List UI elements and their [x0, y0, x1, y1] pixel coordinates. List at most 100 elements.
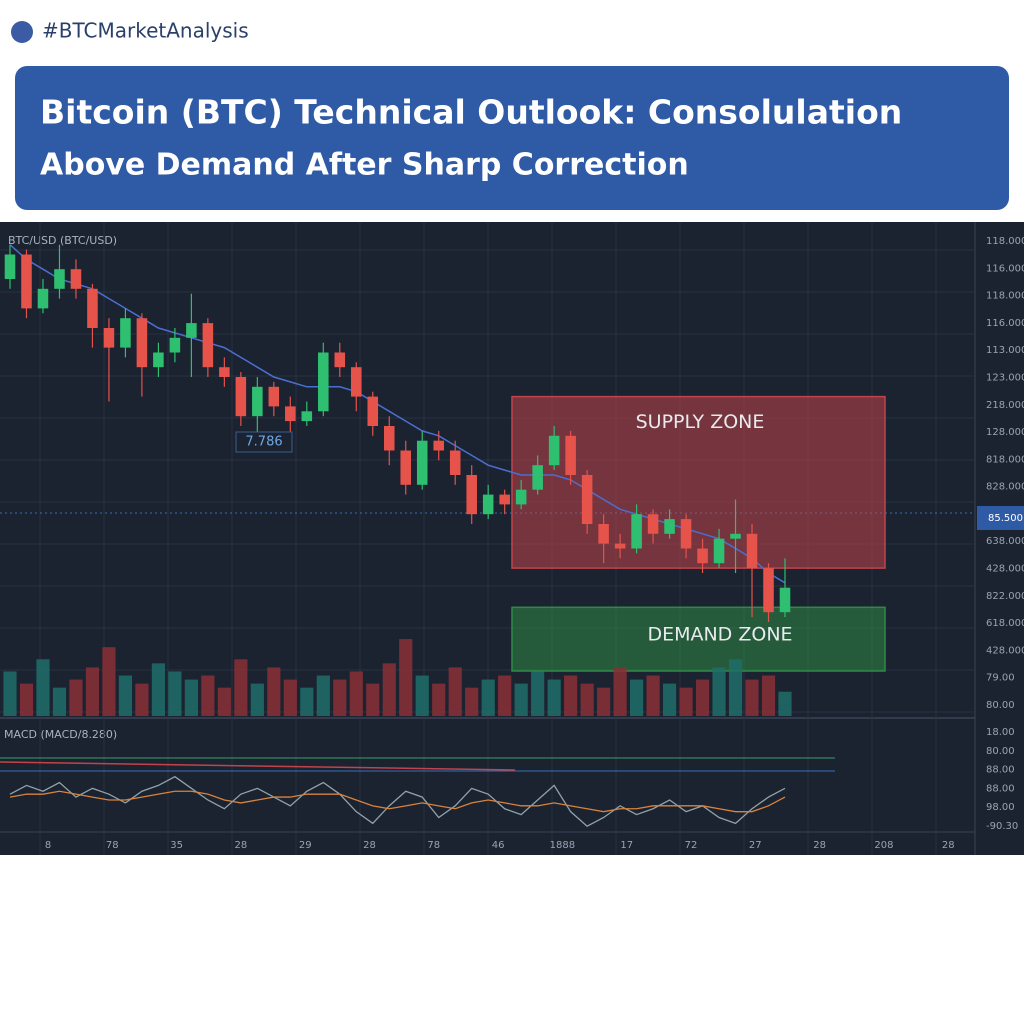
y-tick-label: 118.000: [986, 236, 1024, 247]
volume-bar: [432, 683, 446, 716]
volume-bar: [168, 671, 182, 716]
candle-body: [647, 514, 659, 534]
candle-body: [565, 435, 576, 475]
y-tick-label: 113.000: [986, 345, 1024, 356]
volume-bar: [36, 659, 50, 716]
candle-body: [37, 288, 49, 309]
candle-body: [416, 440, 428, 485]
x-tick-label: 78: [106, 840, 119, 851]
annotation-box: [235, 431, 293, 453]
candle-body: [103, 328, 115, 348]
y-tick-label: 88.00: [986, 783, 1015, 794]
volume-bar: [448, 667, 462, 716]
y-tick-label: 128.000: [986, 427, 1024, 438]
hashtag: #BTCMarketAnalysis: [42, 19, 249, 43]
volume-bar: [415, 675, 429, 716]
zone-label: DEMAND ZONE: [647, 624, 792, 646]
candle-body: [169, 337, 181, 353]
candle-body: [763, 568, 774, 613]
y-tick-label: 79.00: [986, 673, 1015, 684]
x-tick-label: 28: [363, 840, 376, 851]
candle-body: [449, 450, 461, 475]
x-tick-label: 78: [427, 840, 440, 851]
candle-body: [186, 323, 197, 338]
annotation: 7.786: [245, 435, 282, 450]
y-tick-label: 116.000: [986, 263, 1024, 274]
chart-title: BTC/USD (BTC/USD): [8, 234, 117, 247]
logo: [11, 21, 33, 43]
candle-body: [532, 465, 543, 490]
candle-body: [499, 494, 510, 505]
candle-body: [285, 406, 296, 422]
candle-body: [367, 396, 379, 426]
volume-bar: [52, 687, 67, 716]
x-tick-label: 28: [813, 840, 826, 851]
volume-bar: [662, 683, 677, 716]
y-tick-label: 818.000: [986, 454, 1024, 465]
candle-body: [664, 519, 675, 534]
candle-body: [136, 318, 148, 368]
candle-body: [301, 411, 313, 422]
volume-bar: [728, 659, 743, 716]
candle-body: [614, 543, 626, 549]
candle-body: [87, 288, 98, 328]
y-tick-label: -90.30: [986, 821, 1018, 832]
volume-bar: [465, 687, 479, 716]
candle-body: [153, 352, 164, 368]
volume-bar: [580, 683, 594, 716]
x-tick-label: 28: [942, 840, 955, 851]
volume-bar: [333, 679, 347, 716]
volume-bar: [514, 683, 528, 716]
candle-body: [466, 475, 477, 515]
candle-body: [631, 514, 642, 549]
x-tick-label: 35: [170, 840, 183, 851]
volume-bar: [547, 679, 561, 716]
volume-bar: [399, 639, 413, 716]
y-tick-label: 828.000: [986, 482, 1024, 493]
y-tick-label: 428.000: [986, 645, 1024, 656]
title-banner: [15, 66, 1009, 210]
y-tick-label: 428.000: [986, 564, 1024, 575]
volume-bar: [498, 675, 512, 716]
volume-bar: [316, 675, 330, 716]
volume-bar: [613, 667, 627, 716]
volume-bar: [761, 675, 776, 716]
title-line: Above Demand After Sharp Correction: [40, 148, 689, 183]
volume-bar: [778, 691, 792, 716]
y-tick-label: 88.00: [986, 765, 1015, 776]
y-tick-label: 116.000: [986, 318, 1024, 329]
x-tick-label: 17: [620, 840, 633, 851]
volume-bar: [679, 687, 693, 716]
y-tick-label: 618.000: [986, 618, 1024, 629]
volume-bar: [597, 687, 611, 716]
y-tick-label: 80.00: [986, 700, 1015, 711]
volume-bar: [382, 663, 396, 716]
x-tick-label: 46: [492, 840, 505, 851]
candle-body: [21, 254, 32, 309]
candle-body: [482, 494, 494, 515]
candle-body: [120, 318, 131, 348]
volume-bar: [630, 679, 644, 716]
y-tick-label: 118.000: [986, 291, 1024, 302]
candle-body: [548, 435, 560, 466]
x-tick-label: 208: [874, 840, 893, 851]
candle-body: [318, 352, 329, 412]
y-tick-label: 822.000: [986, 591, 1024, 602]
candle-body: [235, 377, 247, 417]
volume-bar: [283, 679, 297, 716]
macd-line: [9, 775, 786, 828]
candle-body: [4, 254, 16, 279]
volume-bar: [300, 687, 314, 716]
candle-body: [581, 475, 593, 524]
macd-title: MACD (MACD/8.280): [4, 728, 117, 741]
candle-body: [697, 548, 708, 564]
candle-body: [219, 367, 230, 377]
candle-body: [70, 269, 82, 289]
volume-bar: [564, 675, 578, 716]
volume-bar: [151, 663, 165, 716]
volume-bar: [3, 671, 17, 716]
candle-body: [268, 386, 280, 407]
macd-line: [9, 790, 786, 813]
signal-line: [0, 761, 516, 771]
